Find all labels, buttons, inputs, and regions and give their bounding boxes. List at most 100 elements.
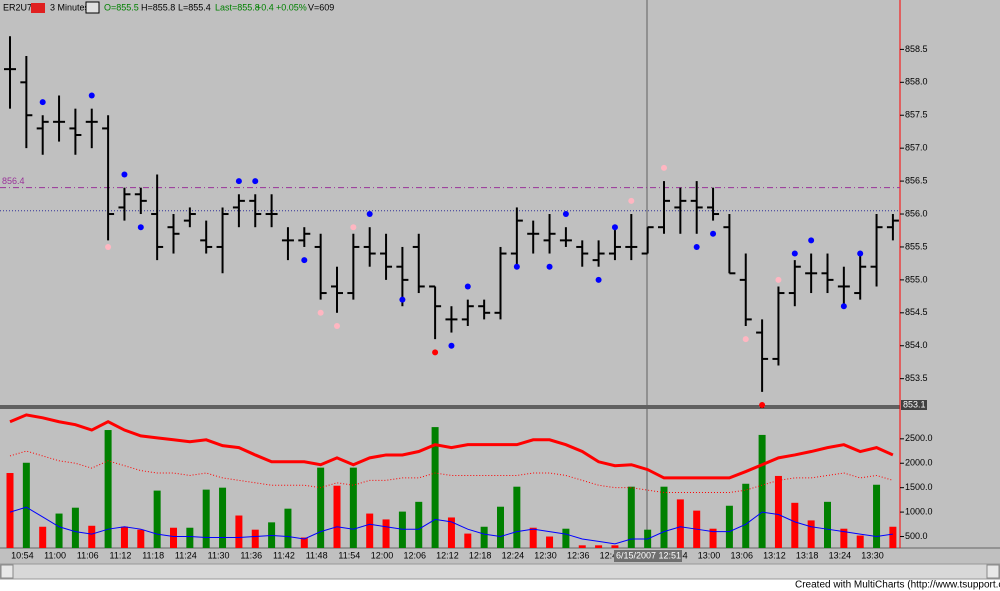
signal-dot: [595, 276, 602, 283]
interval-button[interactable]: [85, 1, 100, 14]
y-tick-label: 2000.0: [905, 458, 933, 468]
y-tick-label: 854.0: [905, 340, 928, 350]
volume-bar: [742, 483, 750, 548]
scroll-left[interactable]: [0, 564, 14, 579]
volume-bar: [873, 484, 881, 548]
volume-bar: [856, 535, 864, 548]
x-tick-label: 13:12: [763, 550, 786, 560]
x-tick-label: 12:42: [600, 550, 623, 560]
signal-dot: [464, 283, 471, 290]
y-tick-label: 2500.0: [905, 433, 933, 443]
volume-bar: [317, 467, 325, 548]
volume-bar: [497, 506, 504, 548]
signal-dot: [791, 250, 798, 257]
signal-dot: [513, 263, 520, 270]
volume-bar: [186, 527, 194, 548]
y-tick-label: 857.5: [905, 110, 928, 120]
y-tick-label: 855.5: [905, 241, 928, 251]
y-tick-label: 857.0: [905, 143, 928, 153]
volume-bar: [22, 462, 30, 548]
volume-bar: [120, 526, 128, 548]
signal-dot: [759, 402, 766, 408]
volume-bar: [464, 533, 472, 548]
y-tick-label: 1500.0: [905, 482, 933, 492]
volume-bar: [202, 489, 210, 548]
signal-dot: [693, 243, 700, 250]
x-tick-label: 11:48: [306, 550, 328, 560]
volume-bar: [170, 527, 177, 548]
high-value: H=855.8: [141, 2, 175, 12]
volume-bar: [595, 545, 603, 548]
signal-dot: [432, 349, 439, 356]
volume-line: [9, 413, 894, 480]
scroll-right[interactable]: [986, 564, 1000, 579]
x-tick-label: 12:36: [567, 550, 590, 560]
x-tick-label: 13:30: [861, 550, 884, 560]
volume-bar: [300, 537, 308, 548]
volume: V=609: [308, 2, 334, 12]
volume-bar: [807, 520, 815, 548]
signal-dot: [366, 211, 373, 218]
volume-bar: [366, 513, 374, 548]
volume-bar: [758, 434, 766, 548]
scrollbar[interactable]: [0, 563, 1000, 580]
symbol-icon: [31, 3, 45, 13]
volume-bar: [774, 475, 782, 548]
volume-bar: [219, 487, 227, 548]
signal-dot: [628, 197, 635, 204]
change-pct: +0.05%: [276, 2, 307, 12]
signal-dot: [546, 263, 553, 270]
volume-bar: [137, 529, 145, 548]
volume-bar: [88, 525, 96, 548]
volume-bar: [709, 528, 717, 548]
signal-dot: [301, 257, 308, 264]
volume-bar: [333, 485, 341, 548]
volume-line: [9, 450, 894, 494]
volume-bar: [824, 501, 831, 548]
signal-dot: [448, 342, 455, 349]
footer: Created with MultiCharts (http://www.tsu…: [795, 580, 1000, 591]
volume-bar: [578, 545, 586, 548]
signal-dot: [105, 243, 112, 250]
last-box: [901, 400, 927, 410]
signal-dot: [775, 276, 782, 283]
x-tick-label: 11:36: [240, 550, 262, 560]
signal-dot: [252, 178, 259, 185]
x-tick-label: 12:24: [502, 550, 525, 560]
x-tick-label: 13:06: [730, 550, 753, 560]
volume-bar: [660, 486, 668, 548]
y-tick-label: 856.0: [905, 208, 928, 218]
signal-dot: [350, 224, 357, 231]
x-tick-label: 12:18: [469, 550, 492, 560]
volume-bar: [284, 508, 292, 548]
volume-bar: [791, 502, 799, 548]
volume-bar: [676, 499, 684, 548]
signal-dot: [334, 322, 340, 329]
y-tick-label: 500.0: [905, 531, 928, 541]
volume-bar: [153, 490, 161, 548]
signal-dot: [137, 224, 144, 231]
x-tick-label: 11:30: [208, 550, 230, 560]
y-tick-label: 853.5: [905, 373, 928, 383]
x-tick-label: 13:00: [698, 550, 721, 560]
last-label: 853.1: [903, 399, 926, 409]
volume-bar: [546, 536, 554, 548]
volume-bar: [529, 527, 537, 548]
low-value: L=855.4: [178, 2, 211, 12]
reference-label: 856.4: [2, 176, 25, 186]
volume-bar: [725, 505, 733, 548]
y-tick-label: 854.5: [905, 307, 928, 317]
x-tick-label: 11:42: [273, 550, 295, 560]
volume-bar: [840, 528, 848, 548]
signal-dot: [710, 230, 717, 237]
last-value: Last=855.8: [215, 2, 260, 12]
signal-dot: [121, 171, 128, 178]
signal-dot: [235, 178, 242, 185]
x-tick-label: 12:00: [371, 550, 394, 560]
x-tick-label: 13:18: [796, 550, 819, 560]
cursor-label: 6/15/2007 12:51: [616, 550, 681, 560]
signal-dot: [611, 224, 618, 231]
signal-dot: [562, 211, 569, 218]
signal-dot: [808, 237, 815, 244]
volume-bar: [349, 467, 357, 548]
